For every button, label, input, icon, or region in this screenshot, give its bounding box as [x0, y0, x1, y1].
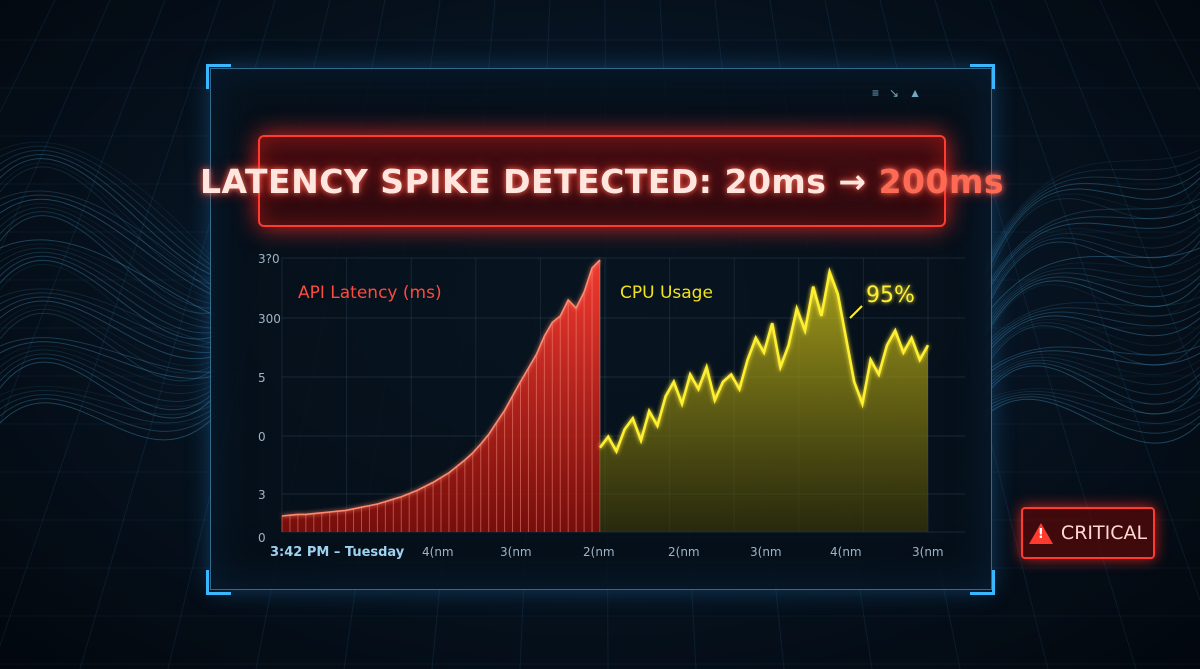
- maximize-icon[interactable]: ↘: [889, 86, 910, 100]
- x-tick-label: 3(nm: [500, 545, 532, 559]
- x-tick-label: 2(nm: [668, 545, 700, 559]
- critical-badge[interactable]: ! CRITICAL: [1021, 507, 1155, 559]
- x-tick-label: 3(nm: [912, 545, 944, 559]
- x-tick-label: 4(nm: [830, 545, 862, 559]
- window-controls: ≡↘▲: [872, 86, 931, 100]
- minimize-icon[interactable]: ≡: [872, 86, 890, 100]
- cpu-peak-annotation: 95%: [866, 283, 915, 308]
- warning-triangle-icon: !: [1028, 522, 1053, 544]
- frame-corner-tr: [970, 64, 995, 89]
- x-tick-label: 2(nm: [583, 545, 615, 559]
- frame-corner-tl: [206, 64, 231, 89]
- frame-corner-bl: [206, 570, 231, 595]
- y-tick-label: 0: [258, 430, 266, 444]
- x-tick-label: 3(nm: [750, 545, 782, 559]
- latency-series-label: API Latency (ms): [298, 283, 442, 303]
- cpu-area: [600, 272, 928, 532]
- y-tick-label: 5: [258, 371, 266, 385]
- alert-highlight: 200ms: [878, 161, 1004, 201]
- cpu-line: [598, 267, 930, 455]
- y-tick-label: 3?0: [258, 252, 280, 266]
- x-tick-label: 3:42 PM – Tuesday: [270, 545, 405, 560]
- y-tick-label: 300: [258, 312, 281, 326]
- x-tick-label: 4(nm: [422, 545, 454, 559]
- annotation-pointer: [849, 305, 863, 319]
- cpu-series-label: CPU Usage: [620, 283, 713, 303]
- y-tick-label: 3: [258, 488, 266, 502]
- latency-line: [281, 259, 601, 517]
- frame-corner-br: [970, 570, 995, 595]
- alert-title: LATENCY SPIKE DETECTED: 20ms → 200ms: [200, 161, 1004, 201]
- y-tick-label: 0: [258, 531, 266, 545]
- latency-alert-banner: LATENCY SPIKE DETECTED: 20ms → 200ms: [200, 135, 1003, 227]
- critical-label: CRITICAL: [1060, 522, 1148, 544]
- close-icon[interactable]: ▲: [909, 86, 931, 100]
- latency-area: [282, 260, 600, 532]
